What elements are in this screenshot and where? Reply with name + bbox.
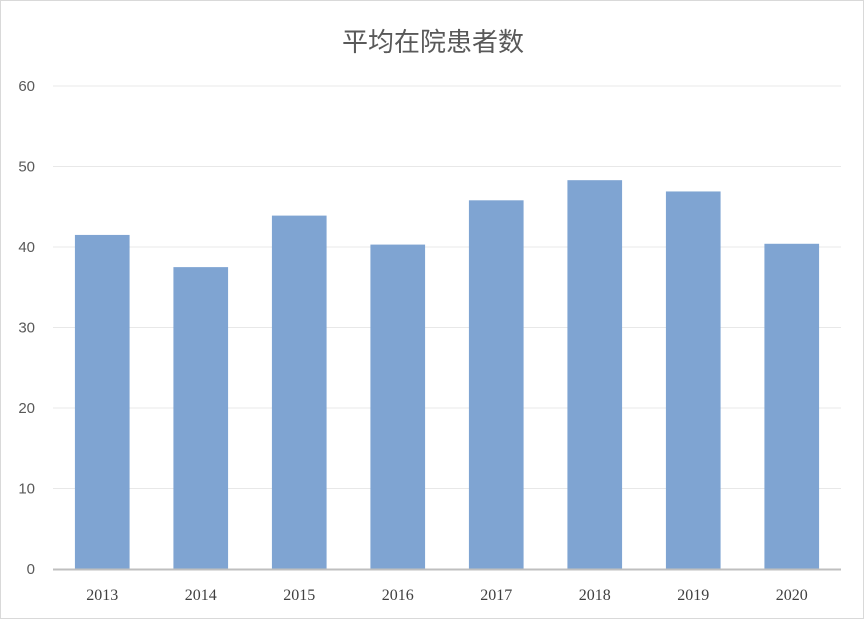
x-tick-label: 2018 (579, 587, 611, 604)
chart-title: 平均在院患者数 (342, 28, 524, 58)
bar-2016 (370, 244, 426, 569)
bar-2014 (173, 267, 229, 569)
bar-2019 (665, 191, 721, 569)
y-tick-label: 30 (18, 320, 35, 337)
y-axis-ticks: 0 10 20 30 40 50 60 (18, 78, 35, 578)
x-tick-label: 2017 (480, 587, 512, 604)
bars (74, 180, 820, 570)
gridlines (53, 85, 841, 489)
y-tick-label: 20 (18, 400, 35, 417)
bar-2013 (74, 234, 130, 570)
x-tick-label: 2015 (283, 587, 315, 604)
y-tick-label: 0 (27, 561, 35, 578)
x-tick-label: 2016 (382, 587, 414, 604)
bar-2015 (271, 215, 327, 570)
y-tick-label: 60 (18, 78, 35, 95)
x-axis-categories: 2013 2014 2015 2016 2017 2018 2019 2020 (86, 587, 808, 604)
y-tick-label: 40 (18, 239, 35, 256)
bar-2020 (764, 243, 820, 569)
x-tick-label: 2019 (677, 587, 709, 604)
x-tick-label: 2013 (86, 587, 118, 604)
bar-2017 (468, 200, 524, 569)
y-tick-label: 50 (18, 159, 35, 176)
x-tick-label: 2020 (776, 587, 808, 604)
bar-2018 (567, 180, 623, 569)
x-tick-label: 2014 (185, 587, 217, 604)
y-tick-label: 10 (18, 481, 35, 498)
